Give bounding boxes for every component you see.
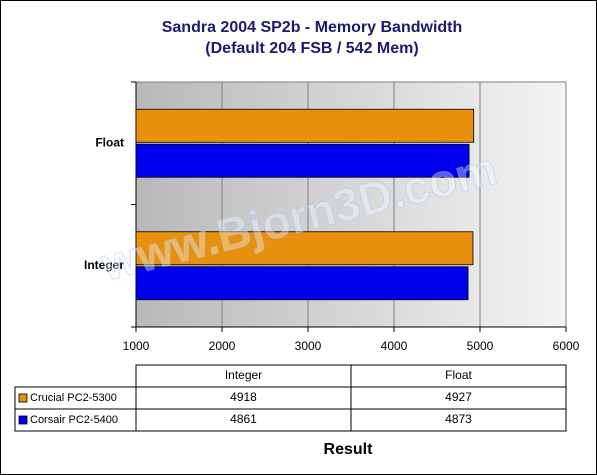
table-value: 4927 xyxy=(445,390,472,404)
legend-swatch xyxy=(18,393,28,403)
table-value: 4861 xyxy=(230,412,257,426)
x-tick-label: 1000 xyxy=(123,339,150,353)
chart-subtitle: (Default 204 FSB / 542 Mem) xyxy=(205,40,418,57)
x-tick-label: 6000 xyxy=(553,339,580,353)
legend-label: Crucial PC2-5300 xyxy=(30,392,117,404)
chart-title: Sandra 2004 SP2b - Memory Bandwidth xyxy=(162,19,463,36)
x-tick-label: 4000 xyxy=(381,339,408,353)
x-tick-label: 2000 xyxy=(209,339,236,353)
table-header-label: Integer xyxy=(225,368,262,382)
x-tick-label: 5000 xyxy=(467,339,494,353)
bar xyxy=(135,143,470,178)
x-axis-title: Result xyxy=(324,441,374,458)
table-value: 4918 xyxy=(230,390,257,404)
legend-swatch xyxy=(18,415,28,425)
x-tick-label: 3000 xyxy=(295,339,322,353)
legend-label: Corsair PC2-5400 xyxy=(30,414,118,426)
y-tick-label: Integer xyxy=(84,258,124,272)
bar xyxy=(135,266,469,301)
table-header-label: Float xyxy=(445,368,472,382)
y-tick-label: Float xyxy=(95,135,124,149)
bar xyxy=(135,231,474,266)
table-value: 4873 xyxy=(445,412,472,426)
bar xyxy=(135,108,475,143)
